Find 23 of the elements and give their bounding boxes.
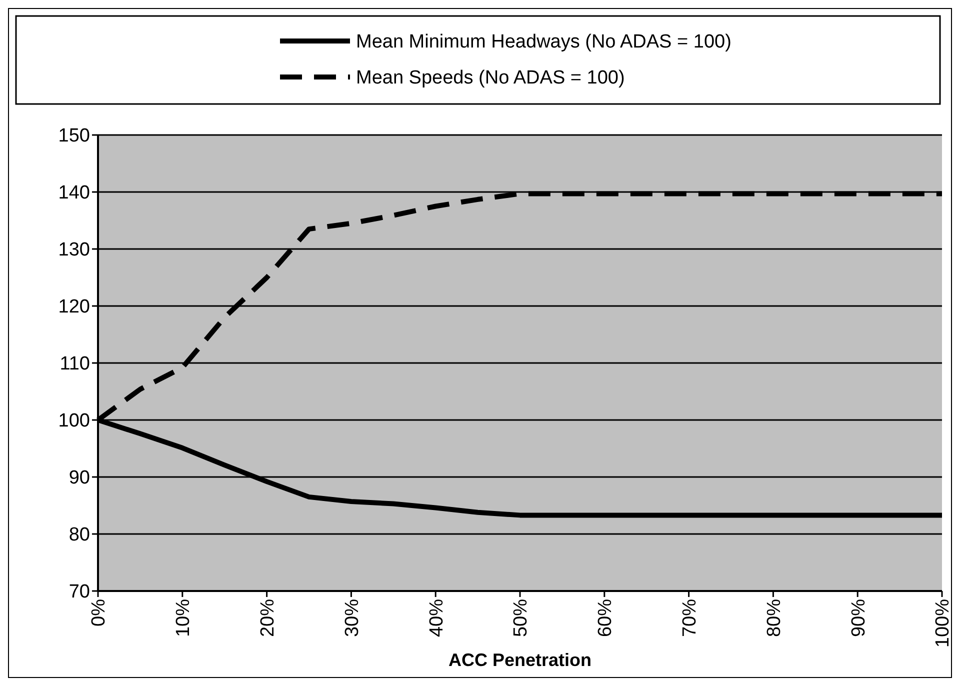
legend-label: Mean Minimum Headways (No ADAS = 100) (356, 32, 732, 53)
y-tick-label: 150 (58, 126, 90, 147)
legend-label: Mean Speeds (No ADAS = 100) (356, 68, 625, 89)
x-tick-label: 80% (764, 598, 785, 638)
y-tick-label: 90 (68, 468, 90, 489)
x-tick-label: 40% (426, 598, 448, 638)
x-tick-label: 60% (595, 598, 616, 638)
x-tick-label: 50% (510, 598, 532, 638)
x-axis-title: ACC Penetration (448, 650, 592, 670)
y-tick-label: 110 (60, 354, 90, 375)
y-tick-label: 130 (58, 240, 90, 261)
y-tick-label: 80 (68, 524, 90, 546)
x-tick-label: 0% (88, 598, 110, 626)
y-tick-label: 120 (58, 296, 90, 318)
y-tick-label: 140 (58, 182, 90, 204)
y-tick-label: 100 (58, 410, 90, 432)
x-tick-label: 100% (932, 598, 954, 648)
x-tick-label: 90% (848, 598, 870, 638)
x-tick-label: 70% (679, 598, 700, 638)
x-tick-label: 10% (173, 598, 194, 638)
x-tick-label: 30% (342, 598, 363, 638)
x-tick-label: 20% (257, 598, 278, 638)
y-tick-label: 70 (68, 582, 90, 603)
